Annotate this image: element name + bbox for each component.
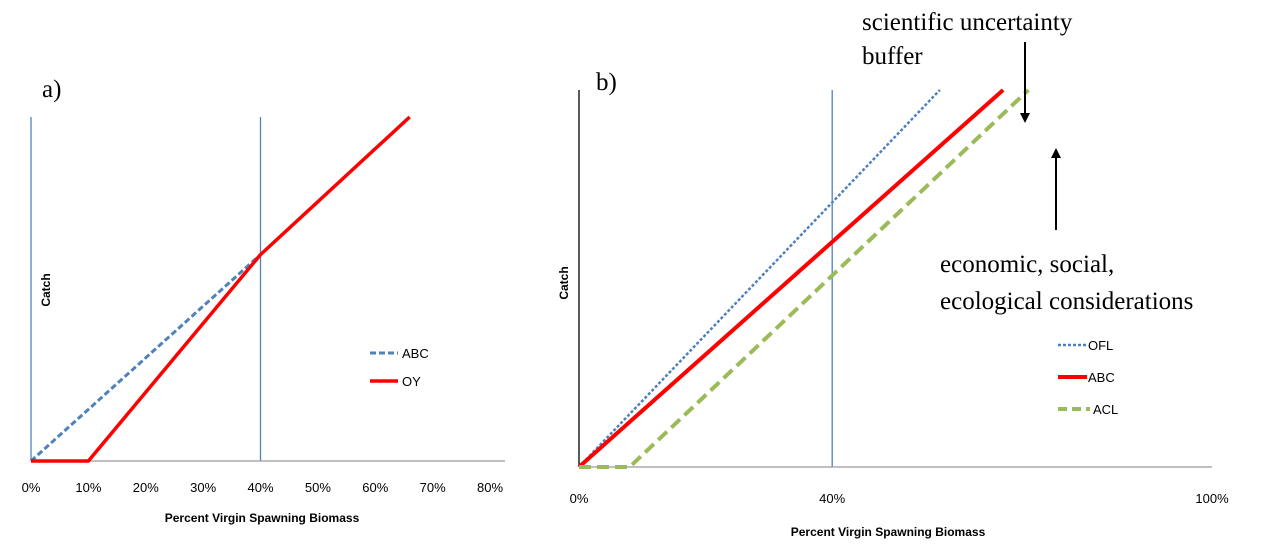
annotation-scientific-line1: scientific uncertainty: [862, 9, 1073, 36]
annotation-scientific-line2: buffer: [862, 43, 923, 70]
x-tick-label-b: 0%: [570, 491, 589, 506]
ylabel-a: Catch: [39, 273, 53, 306]
x-tick-label-a: 70%: [420, 480, 446, 495]
xlabel-a: Percent Virgin Spawning Biomass: [165, 511, 360, 525]
reference-lines-b: [578, 90, 833, 467]
legend-b: OFL ABC ACL: [1058, 338, 1118, 417]
series-line-b-acl: [579, 88, 1030, 469]
legend-label-abc-b: ABC: [1088, 370, 1115, 385]
series-line-a-abc: [29, 253, 262, 463]
ylabel-b: Catch: [557, 266, 571, 299]
annotation-economic-line1: economic, social,: [940, 251, 1114, 278]
x-tick-label-a: 10%: [75, 480, 101, 495]
chart-a: a) Catch 0% 10% 20% 30% 40% 50% 60% 70% 80% Perc…: [22, 76, 505, 525]
legend-label-oy-a: OY: [402, 374, 421, 389]
x-tick-label-a: 30%: [190, 480, 216, 495]
x-tick-label-b: 40%: [819, 491, 845, 506]
annotation-economic-line2: ecological considerations: [940, 288, 1193, 315]
series-line-a-oy: [31, 115, 411, 463]
x-ticks-b: 0% 40% 100%: [570, 491, 1229, 506]
x-ticks-a: 0% 10% 20% 30% 40% 50% 60% 70% 80%: [22, 480, 504, 495]
legend-a: ABC OY: [370, 346, 429, 389]
chart-b: b) Catch 0% 40% 100% Percent Virgin Spawni…: [557, 9, 1229, 539]
series-a: [29, 115, 411, 463]
series-line-b-abc: [577, 88, 1005, 469]
x-tick-label-a: 0%: [22, 480, 41, 495]
reference-lines-a: [30, 117, 262, 461]
x-tick-label-a: 60%: [362, 480, 388, 495]
panel-label-b: b): [596, 69, 617, 96]
legend-label-acl-b: ACL: [1093, 402, 1118, 417]
x-tick-label-a: 20%: [133, 480, 159, 495]
series-b: [577, 88, 1030, 469]
x-tick-label-b: 100%: [1195, 491, 1229, 506]
series-line-b-ofl: [578, 89, 941, 468]
legend-label-abc-a: ABC: [402, 346, 429, 361]
x-tick-label-a: 40%: [247, 480, 273, 495]
xlabel-b: Percent Virgin Spawning Biomass: [791, 525, 986, 539]
annotation-scientific-buffer: scientific uncertainty buffer: [862, 9, 1073, 123]
legend-label-ofl-b: OFL: [1088, 338, 1113, 353]
x-tick-label-a: 50%: [305, 480, 331, 495]
panel-label-a: a): [42, 76, 61, 103]
x-tick-label-a: 80%: [477, 480, 503, 495]
annotation-economic-considerations: economic, social, ecological considerati…: [940, 148, 1193, 315]
